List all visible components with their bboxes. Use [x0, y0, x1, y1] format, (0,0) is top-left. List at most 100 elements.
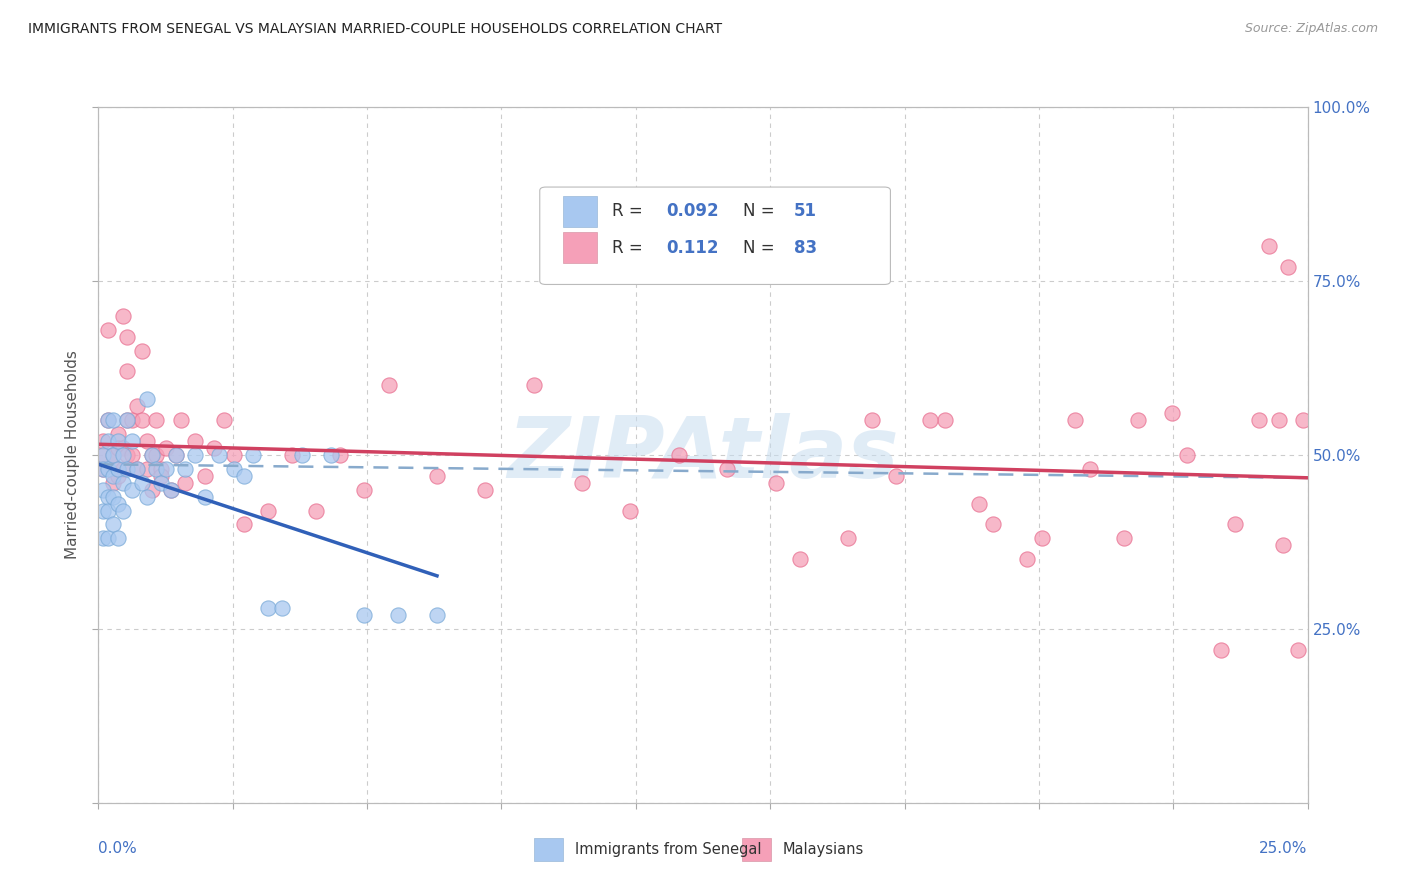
Point	[426, 468, 449, 483]
Point	[1064, 413, 1087, 427]
Point	[155, 441, 177, 455]
Point	[97, 462, 120, 476]
Point	[174, 462, 197, 476]
Point	[91, 434, 114, 448]
Point	[353, 483, 375, 497]
Point	[474, 483, 496, 497]
Point	[101, 413, 124, 427]
Y-axis label: Married-couple Households: Married-couple Households	[65, 351, 80, 559]
Point	[165, 448, 187, 462]
Point	[353, 607, 375, 622]
Point	[135, 434, 157, 448]
Point	[860, 413, 883, 427]
Point	[101, 448, 124, 462]
Text: 25.0%: 25.0%	[1260, 841, 1308, 856]
Point	[619, 503, 641, 517]
Point	[97, 323, 120, 337]
Point	[121, 413, 143, 427]
Point	[91, 462, 114, 476]
Point	[1267, 413, 1289, 427]
Point	[135, 490, 157, 504]
Point	[97, 503, 120, 517]
Text: R =: R =	[613, 238, 643, 257]
Point	[1175, 448, 1198, 462]
Text: Immigrants from Senegal: Immigrants from Senegal	[575, 842, 761, 857]
Point	[256, 601, 278, 615]
Point	[1292, 413, 1315, 427]
Point	[131, 343, 153, 358]
Text: N =: N =	[742, 238, 775, 257]
Point	[127, 462, 149, 476]
Point	[141, 448, 163, 462]
FancyBboxPatch shape	[540, 187, 890, 285]
Point	[107, 434, 129, 448]
Text: Malaysians: Malaysians	[783, 842, 865, 857]
FancyBboxPatch shape	[562, 232, 596, 263]
Point	[135, 392, 157, 407]
Point	[121, 483, 143, 497]
Point	[150, 475, 173, 490]
Point	[1112, 532, 1135, 546]
Point	[377, 378, 399, 392]
Point	[290, 448, 312, 462]
Point	[127, 462, 149, 476]
Point	[101, 490, 124, 504]
Point	[107, 427, 129, 442]
Text: R =: R =	[613, 202, 643, 220]
Point	[1078, 462, 1101, 476]
Point	[1015, 552, 1038, 566]
Point	[571, 475, 593, 490]
Point	[319, 448, 342, 462]
Point	[117, 413, 139, 427]
Point	[111, 475, 134, 490]
Point	[91, 448, 114, 462]
Point	[150, 468, 173, 483]
Point	[117, 329, 139, 343]
Point	[212, 413, 235, 427]
Point	[101, 448, 124, 462]
Point	[668, 448, 690, 462]
Point	[111, 462, 134, 476]
Point	[107, 462, 129, 476]
Point	[1209, 642, 1232, 657]
Point	[117, 413, 139, 427]
Point	[329, 448, 352, 462]
Point	[111, 309, 134, 323]
Point	[1031, 532, 1053, 546]
Point	[271, 601, 294, 615]
Point	[967, 497, 990, 511]
Point	[145, 413, 167, 427]
Point	[1277, 260, 1299, 274]
Point	[135, 462, 157, 476]
Point	[1223, 517, 1246, 532]
Point	[145, 462, 167, 476]
Point	[837, 532, 859, 546]
Point	[184, 448, 207, 462]
Point	[111, 441, 134, 455]
Point	[141, 448, 163, 462]
Point	[127, 399, 149, 413]
Point	[97, 413, 120, 427]
Text: 0.092: 0.092	[666, 202, 720, 220]
Point	[117, 448, 139, 462]
Point	[101, 468, 124, 483]
Point	[107, 497, 129, 511]
Point	[97, 532, 120, 546]
Point	[174, 475, 197, 490]
Point	[222, 462, 245, 476]
Text: 51: 51	[793, 202, 817, 220]
Text: Source: ZipAtlas.com: Source: ZipAtlas.com	[1244, 22, 1378, 36]
Point	[169, 413, 191, 427]
Point	[934, 413, 956, 427]
Point	[111, 503, 134, 517]
Point	[387, 607, 409, 622]
Point	[150, 462, 173, 476]
Point	[1249, 413, 1271, 427]
Point	[1161, 406, 1184, 420]
Point	[1272, 538, 1295, 552]
Point	[1128, 413, 1150, 427]
Text: 0.112: 0.112	[666, 238, 720, 257]
Text: 83: 83	[793, 238, 817, 257]
Point	[184, 434, 207, 448]
Point	[920, 413, 942, 427]
